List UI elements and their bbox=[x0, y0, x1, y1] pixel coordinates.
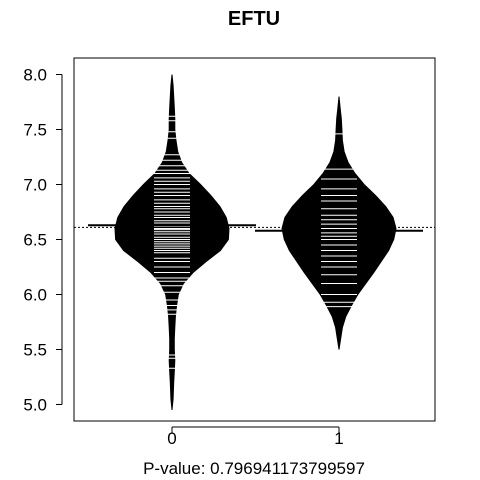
y-tick-label: 5.5 bbox=[23, 341, 47, 360]
y-tick-label: 7.0 bbox=[23, 176, 47, 195]
axes: 5.0 5.5 6.0 6.5 7.0 7.5 8.0 0 1 bbox=[23, 57, 436, 448]
bean-density-0 bbox=[114, 74, 230, 411]
y-tick-label: 6.5 bbox=[23, 231, 47, 250]
bean-1 bbox=[255, 96, 423, 350]
bean-density-1 bbox=[281, 96, 397, 350]
y-tick-label: 7.5 bbox=[23, 121, 47, 140]
chart-title: EFTU bbox=[228, 8, 280, 30]
y-tick-label: 8.0 bbox=[23, 66, 47, 85]
y-tick-label: 6.0 bbox=[23, 286, 47, 305]
y-tick-label: 5.0 bbox=[23, 396, 47, 415]
bean-0 bbox=[88, 74, 256, 411]
x-tick-label: 1 bbox=[334, 429, 343, 448]
plot-frame bbox=[73, 57, 436, 422]
x-axis-label: P-value: 0.796941173799597 bbox=[143, 459, 365, 478]
x-tick-label: 0 bbox=[167, 429, 176, 448]
plot-area bbox=[74, 74, 435, 411]
